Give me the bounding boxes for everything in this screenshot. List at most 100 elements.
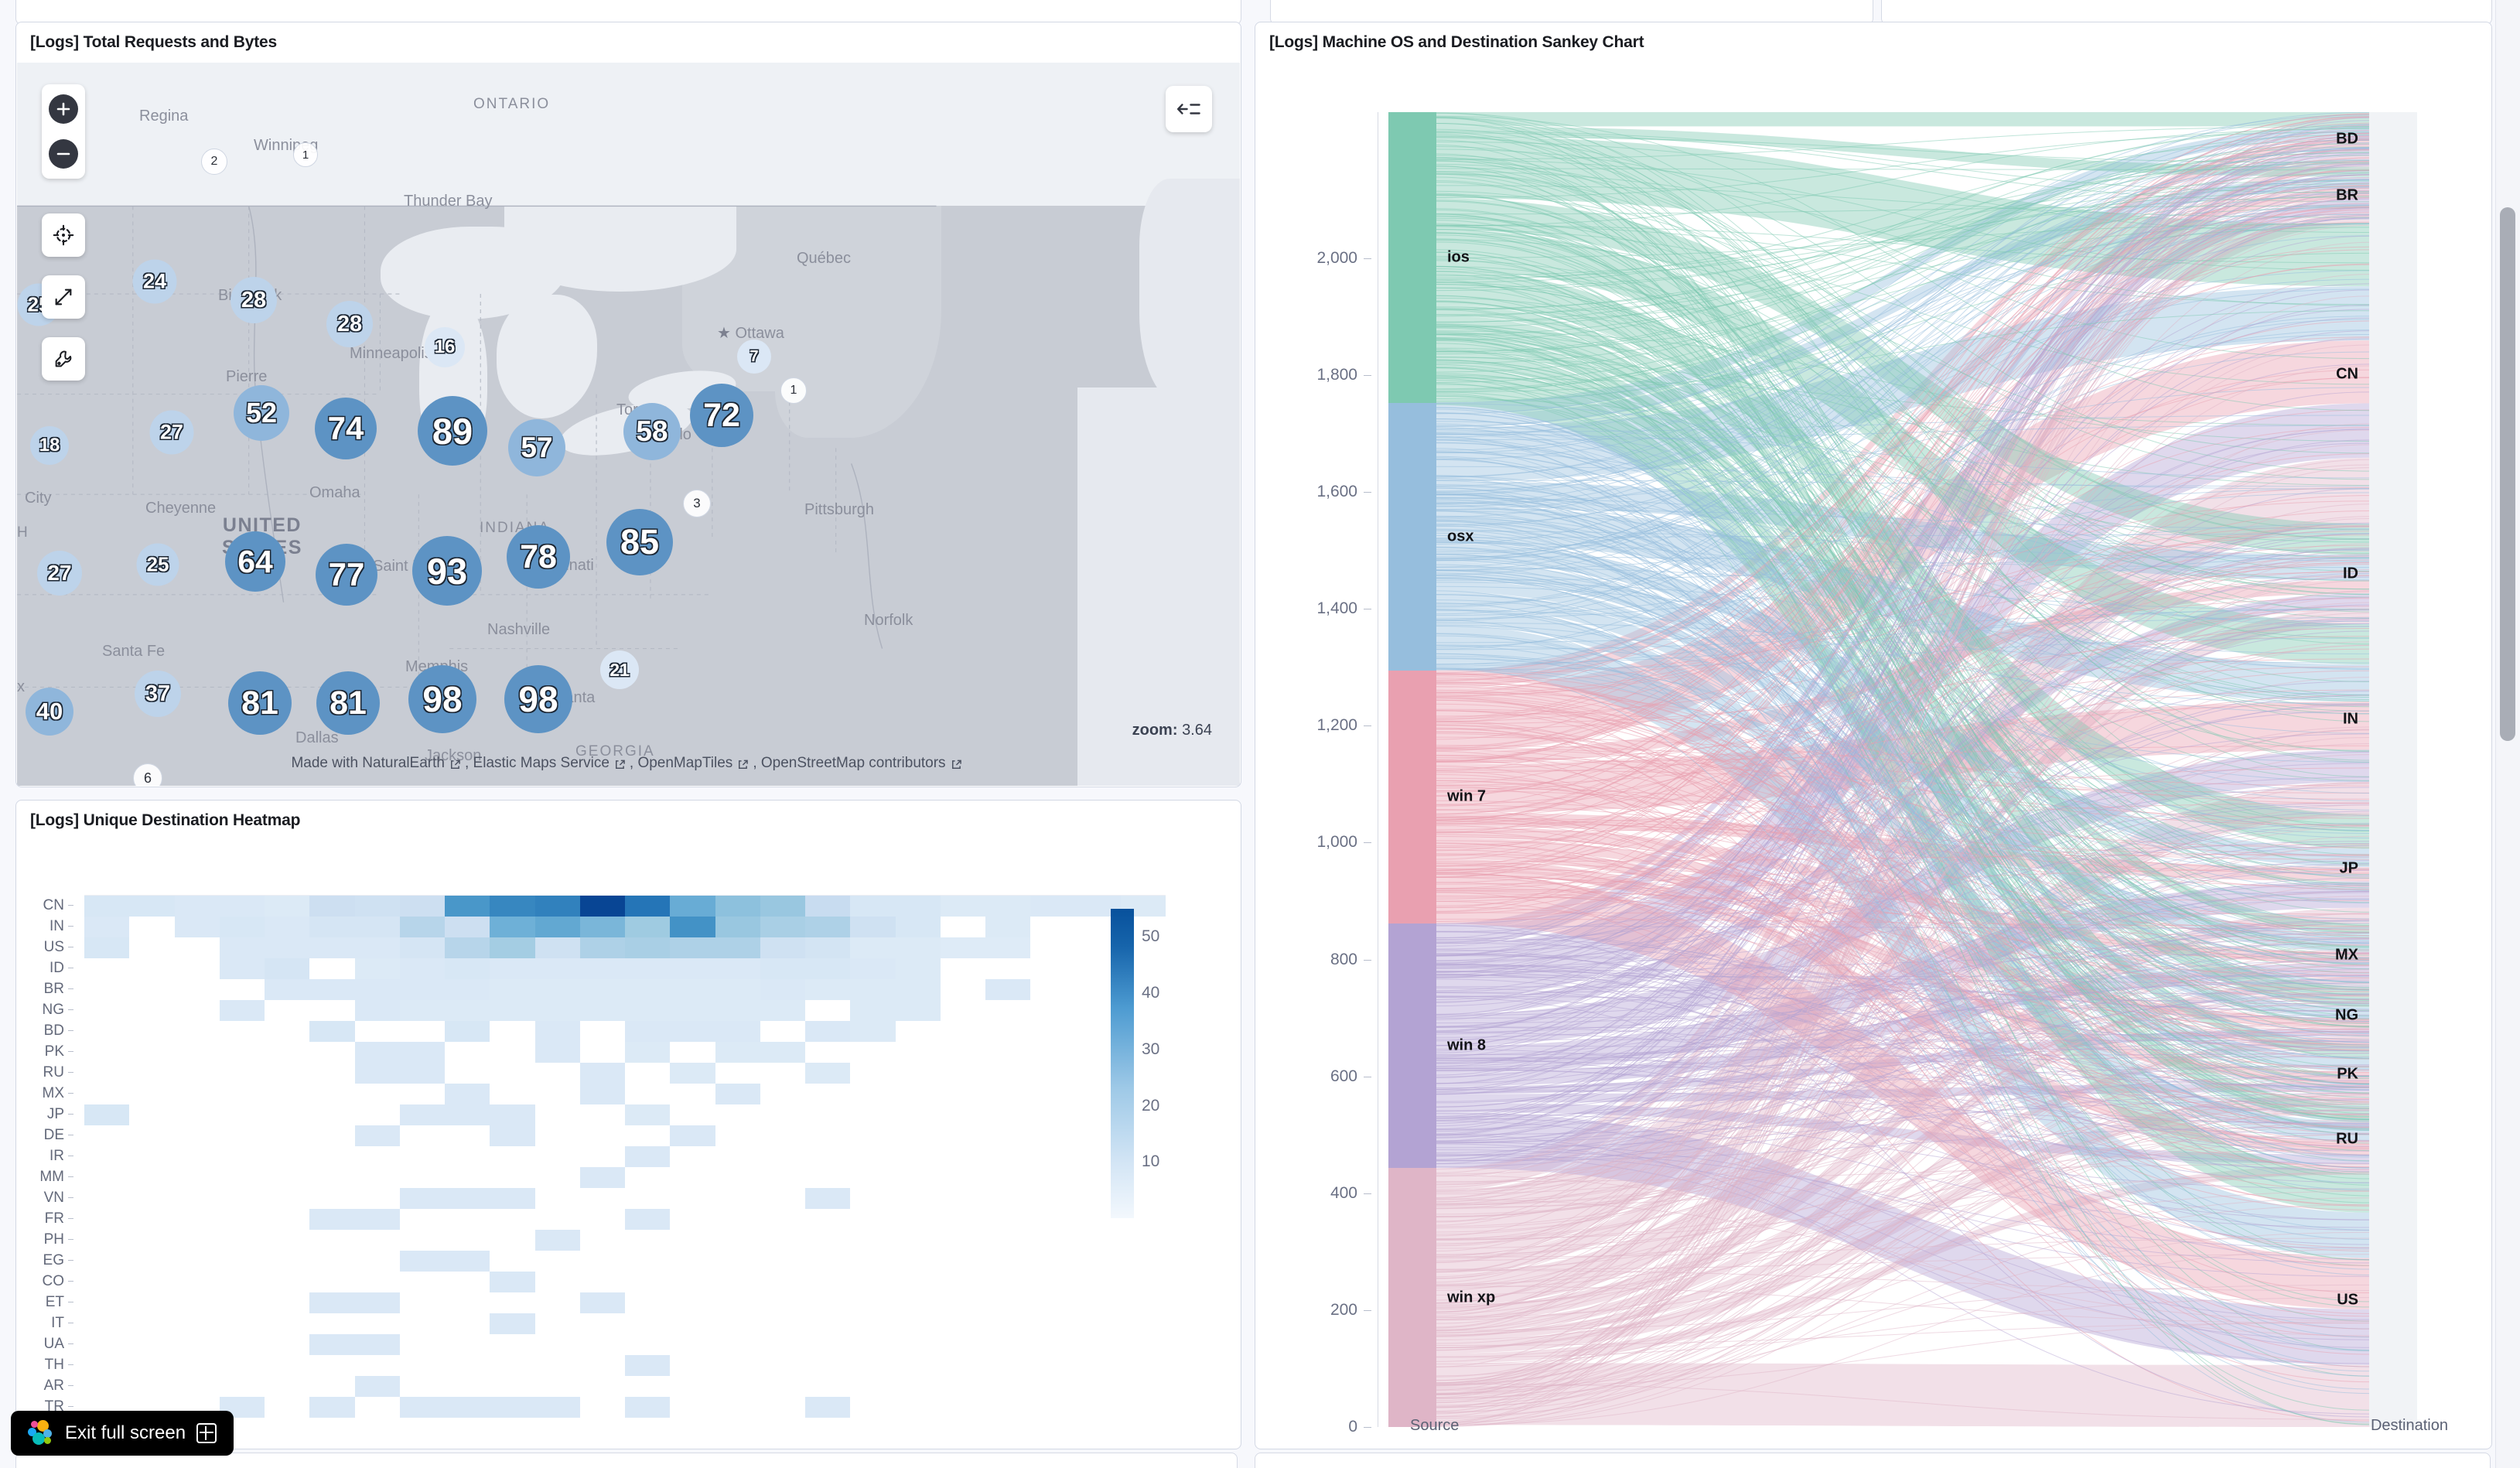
heatmap-cell[interactable] [445,917,490,937]
heatmap-cell[interactable] [309,1125,355,1146]
heatmap-cell[interactable] [1030,1251,1076,1272]
sankey-source-node[interactable] [1388,402,1436,671]
heatmap-cell[interactable] [940,896,985,917]
heatmap-cell[interactable] [940,1188,985,1209]
heatmap-cell[interactable] [579,1146,625,1167]
map-cluster-marker[interactable]: 3 [683,490,711,517]
heatmap-cell[interactable] [670,1084,715,1104]
heatmap-cell[interactable] [265,937,310,958]
heatmap-cell[interactable] [805,1209,851,1230]
sankey-link[interactable] [1436,112,2369,127]
heatmap-cell[interactable] [715,1334,760,1355]
heatmap-cell[interactable] [1120,1272,1166,1292]
heatmap-cell[interactable] [490,1042,535,1063]
heatmap-cell[interactable] [534,1397,580,1418]
sankey-destination-node[interactable] [2369,224,2417,524]
sankey-link[interactable] [1436,126,2369,177]
heatmap-cell[interactable] [850,1125,896,1146]
heatmap-cell[interactable] [265,1084,310,1104]
heatmap-cell[interactable] [625,1230,671,1251]
heatmap-cell[interactable] [715,1021,760,1042]
heatmap-cell[interactable] [354,1125,400,1146]
heatmap-cell[interactable] [265,1104,310,1125]
heatmap-cell[interactable] [895,1167,941,1188]
heatmap-cell[interactable] [84,1209,130,1230]
heatmap-cell[interactable] [760,1000,805,1021]
heatmap-cell[interactable] [760,1209,805,1230]
heatmap-cell[interactable] [579,979,625,1000]
heatmap-cell[interactable] [715,1230,760,1251]
heatmap-cell[interactable] [129,1167,175,1188]
heatmap-cell[interactable] [1030,1042,1076,1063]
heatmap-cell[interactable] [174,1125,220,1146]
heatmap-cell[interactable] [490,1397,535,1418]
heatmap-cell[interactable] [309,1063,355,1084]
heatmap-cell[interactable] [1030,1292,1076,1313]
heatmap-cell[interactable] [715,1000,760,1021]
heatmap-cell[interactable] [940,917,985,937]
heatmap-cell[interactable] [354,1251,400,1272]
heatmap-cell[interactable] [670,1063,715,1084]
heatmap-cell[interactable] [84,979,130,1000]
heatmap-cell[interactable] [985,1230,1031,1251]
heatmap-cell[interactable] [174,896,220,917]
heatmap-cell[interactable] [309,1251,355,1272]
heatmap-cell[interactable] [985,1063,1031,1084]
heatmap-cell[interactable] [805,979,851,1000]
heatmap-cell[interactable] [985,958,1031,979]
heatmap-cell[interactable] [490,1125,535,1146]
heatmap-cell[interactable] [265,1272,310,1292]
heatmap-cell[interactable] [850,1334,896,1355]
heatmap-cell[interactable] [1030,1146,1076,1167]
heatmap-cell[interactable] [129,1000,175,1021]
heatmap-cell[interactable] [309,937,355,958]
heatmap-cell[interactable] [850,979,896,1000]
heatmap-cell[interactable] [129,1313,175,1334]
heatmap-cell[interactable] [445,937,490,958]
sankey-destination-node[interactable] [2369,1104,2417,1174]
heatmap-cell[interactable] [534,1334,580,1355]
heatmap-cell[interactable] [670,1251,715,1272]
heatmap-cell[interactable] [84,1251,130,1272]
map-cluster-marker[interactable]: 77 [316,544,377,606]
heatmap-cell[interactable] [940,1397,985,1418]
heatmap-cell[interactable] [760,1376,805,1397]
heatmap-cell[interactable] [850,1251,896,1272]
map-cluster-marker[interactable]: 37 [135,671,181,717]
sankey-source-node[interactable] [1388,670,1436,923]
heatmap-cell[interactable] [579,1313,625,1334]
heatmap-cell[interactable] [985,896,1031,917]
heatmap-cell[interactable] [490,917,535,937]
heatmap-cell[interactable] [399,958,445,979]
heatmap-cell[interactable] [625,1397,671,1418]
heatmap-cell[interactable] [670,1313,715,1334]
heatmap-cell[interactable] [174,1230,220,1251]
heatmap-cell[interactable] [579,1042,625,1063]
heatmap-cell[interactable] [579,1063,625,1084]
heatmap-cell[interactable] [354,1209,400,1230]
heatmap-cell[interactable] [129,1146,175,1167]
page-scrollbar-thumb[interactable] [2500,207,2515,741]
heatmap-cell[interactable] [579,1125,625,1146]
heatmap-cell[interactable] [84,958,130,979]
heatmap-cell[interactable] [445,1167,490,1188]
heatmap-cell[interactable] [715,1292,760,1313]
heatmap-cell[interactable] [715,1209,760,1230]
map-tools-button[interactable] [42,337,85,381]
heatmap-cell[interactable] [534,1292,580,1313]
heatmap-cell[interactable] [985,1209,1031,1230]
heatmap-cell[interactable] [219,1272,265,1292]
heatmap-cell[interactable] [265,979,310,1000]
heatmap-cell[interactable] [985,937,1031,958]
heatmap-cell[interactable] [625,1021,671,1042]
heatmap-cell[interactable] [1120,1313,1166,1334]
heatmap-cell[interactable] [84,1167,130,1188]
heatmap-cell[interactable] [1120,1292,1166,1313]
heatmap-cell[interactable] [265,958,310,979]
heatmap-cell[interactable] [219,1042,265,1063]
heatmap-cell[interactable] [445,1397,490,1418]
heatmap-cell[interactable] [850,1397,896,1418]
heatmap-cell[interactable] [895,896,941,917]
heatmap-cell[interactable] [219,1334,265,1355]
heatmap-cell[interactable] [670,937,715,958]
